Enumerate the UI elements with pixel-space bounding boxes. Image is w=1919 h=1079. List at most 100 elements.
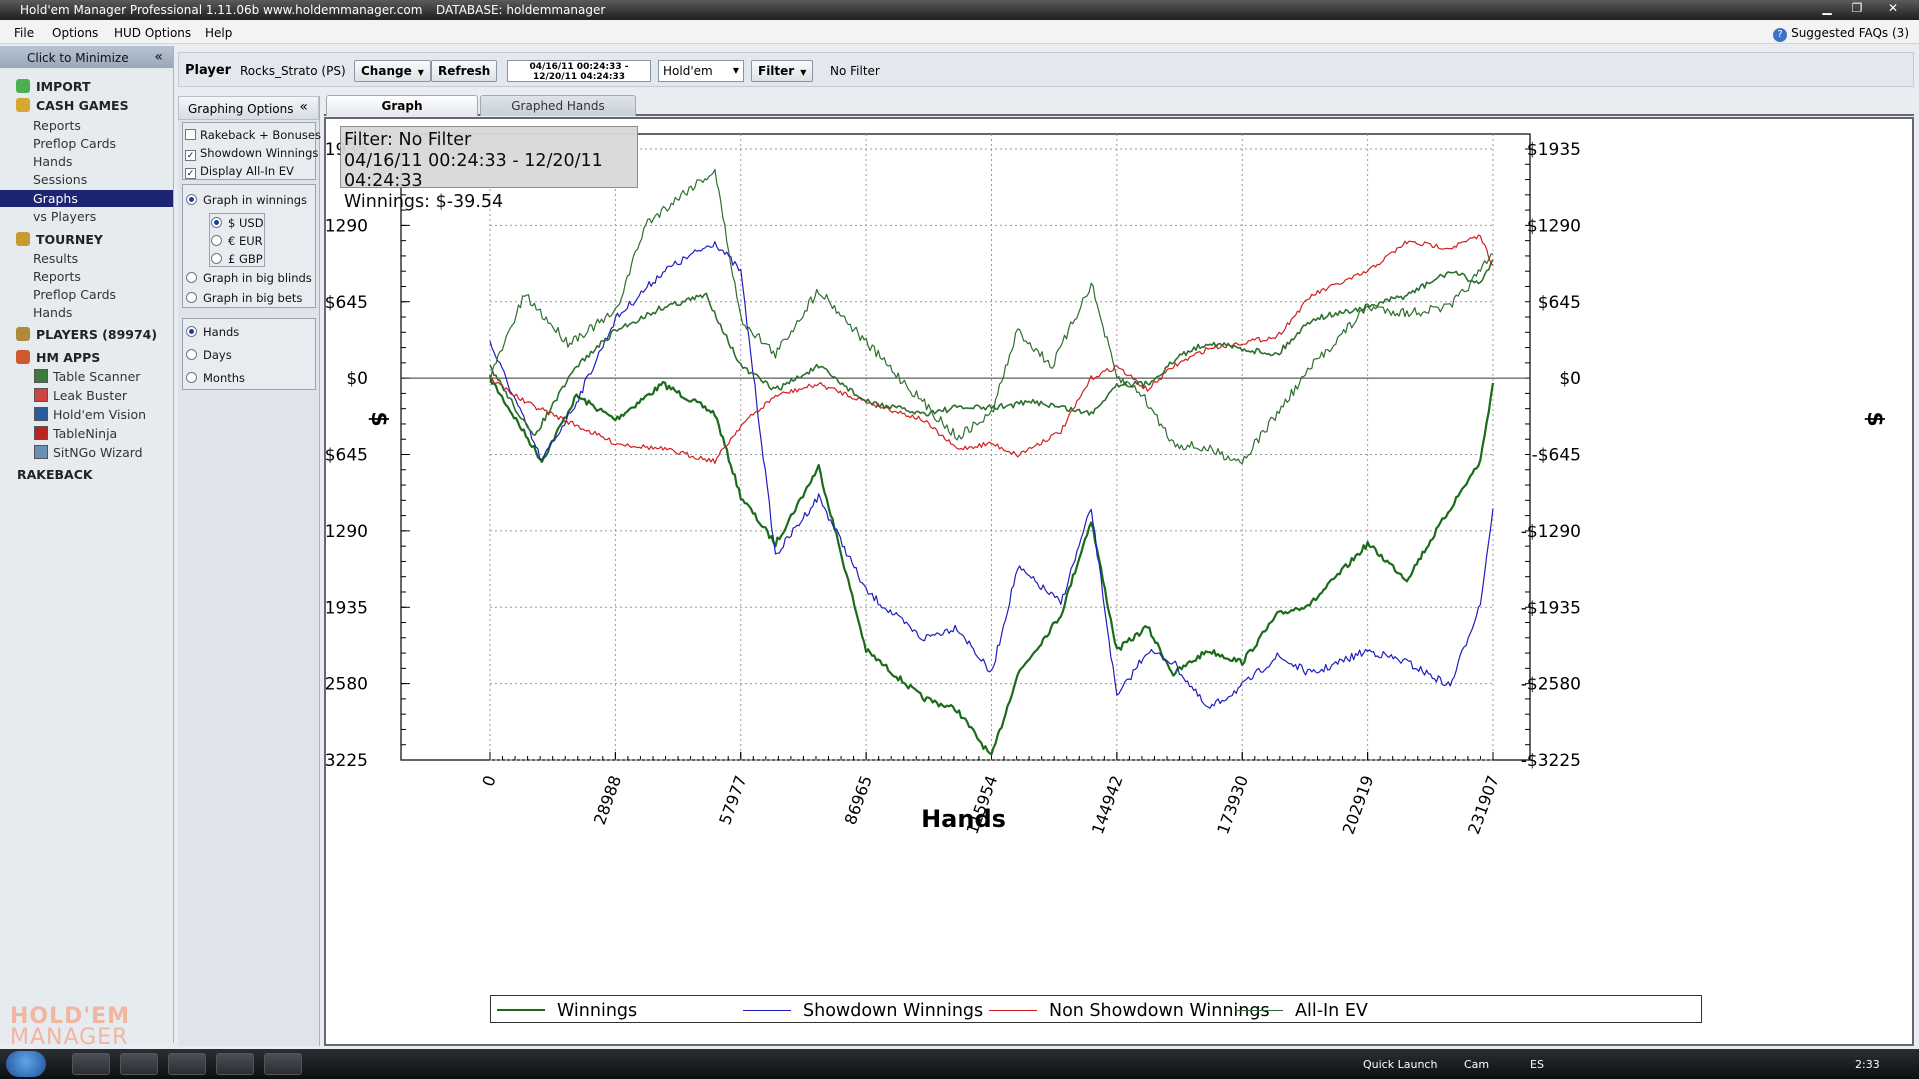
cam-label[interactable]: Cam xyxy=(1464,1058,1490,1071)
legend-allin-ev: All-In EV xyxy=(1235,1001,1368,1021)
y-tick-label-right: -$1290 xyxy=(1521,522,1581,542)
nav-cash-hands[interactable]: Hands xyxy=(33,154,73,169)
y-tick-label-right: $0 xyxy=(1559,369,1581,389)
legend-winnings-label: Winnings xyxy=(557,1001,638,1021)
graph-units-group: Graph in winnings $ USD € EUR £ GBP Grap… xyxy=(182,184,316,308)
nav-app-table-scanner[interactable]: Table Scanner xyxy=(53,369,141,384)
close-window-button[interactable]: ✕ xyxy=(1887,1,1899,15)
y-tick-label-right: -$2580 xyxy=(1521,675,1581,695)
currency-usd-radio[interactable]: $ USD xyxy=(211,216,264,230)
rakeback-bonuses-label: Rakeback + Bonuses xyxy=(200,128,321,142)
refresh-button[interactable]: Refresh xyxy=(431,60,498,82)
menu-file[interactable]: File xyxy=(14,26,35,40)
taskbar-holdem-manager[interactable] xyxy=(168,1053,206,1075)
display-allin-ev-checkbox[interactable]: ✓ Display All-In EV xyxy=(185,164,294,179)
display-allin-ev-label: Display All-In EV xyxy=(200,164,294,178)
nav-rakeback[interactable]: RAKEBACK xyxy=(17,467,93,482)
nav-tourney-reports[interactable]: Reports xyxy=(33,269,81,284)
system-clock[interactable]: 2:33 xyxy=(1855,1058,1880,1071)
nav-cash-reports[interactable]: Reports xyxy=(33,118,81,133)
nav-cash-preflop-cards[interactable]: Preflop Cards xyxy=(33,136,117,151)
x-axis-label: Hands xyxy=(921,805,1006,833)
nav-tourney[interactable]: TOURNEY xyxy=(36,232,103,247)
series-line-2 xyxy=(489,234,1494,464)
taskbar-firefox[interactable] xyxy=(120,1053,158,1075)
nav-hm-apps[interactable]: HM APPS xyxy=(36,350,101,365)
nav-cash-sessions[interactable]: Sessions xyxy=(33,172,88,187)
graph-in-big-blinds-radio[interactable]: Graph in big blinds xyxy=(186,271,312,285)
checkmark-icon: ✓ xyxy=(185,150,196,161)
tab-graph[interactable]: Graph xyxy=(326,95,478,116)
quick-launch-label[interactable]: Quick Launch xyxy=(1363,1058,1438,1071)
nav-app-leak-buster[interactable]: Leak Buster xyxy=(53,388,128,403)
filter-info-dates: 04/16/11 00:24:33 - 12/20/11 04:24:33 xyxy=(344,150,603,192)
showdown-winnings-checkbox[interactable]: ✓ Showdown Winnings xyxy=(185,146,318,161)
checkbox-empty-icon xyxy=(185,129,196,140)
change-player-button[interactable]: Change ▼ xyxy=(354,60,431,82)
nav-app-holdem-vision[interactable]: Hold'em Vision xyxy=(53,407,147,422)
radio-empty-icon xyxy=(211,253,222,264)
menu-help[interactable]: Help xyxy=(205,26,233,40)
restore-window-button[interactable]: ❐ xyxy=(1851,1,1863,15)
nav-tourney-results[interactable]: Results xyxy=(33,251,79,266)
taskbar-app-1[interactable] xyxy=(72,1053,110,1075)
legend-winnings: Winnings xyxy=(497,1001,637,1021)
player-label: Player xyxy=(185,63,232,78)
graph-in-winnings-radio[interactable]: Graph in winnings xyxy=(186,193,307,207)
nav-tourney-hands[interactable]: Hands xyxy=(33,305,73,320)
nav-app-tableninja[interactable]: TableNinja xyxy=(53,426,118,441)
currency-gbp-label: £ GBP xyxy=(228,252,263,266)
radio-selected-icon xyxy=(186,326,197,337)
legend-showdown-label: Showdown Winnings xyxy=(803,1001,984,1021)
filter-label: Filter xyxy=(758,64,795,78)
help-icon: ? xyxy=(1773,28,1788,42)
legend-showdown: Showdown Winnings xyxy=(743,1001,983,1021)
x-axis-hands-label: Hands xyxy=(203,325,240,339)
faq-label: Suggested FAQs (3) xyxy=(1791,26,1909,40)
suggested-faqs-link[interactable]: ? Suggested FAQs (3) xyxy=(1773,26,1909,42)
date-range-picker[interactable]: 04/16/11 00:24:33 - 12/20/11 04:24:33 xyxy=(507,60,651,82)
game-type-select[interactable]: Hold'em ▼ xyxy=(658,60,744,82)
graph-in-big-bets-radio[interactable]: Graph in big bets xyxy=(186,291,302,305)
language-indicator[interactable]: ES xyxy=(1530,1058,1544,1071)
minimize-nav-button[interactable]: Click to Minimize « xyxy=(0,46,173,68)
series-line-1 xyxy=(489,241,1494,709)
rakeback-bonuses-checkbox[interactable]: Rakeback + Bonuses xyxy=(185,128,321,142)
y-tick-label-right: -$3225 xyxy=(1521,751,1581,771)
x-tick-label: 144942 xyxy=(1088,773,1127,837)
taskbar-app-4[interactable] xyxy=(216,1053,254,1075)
nav-app-sitngo-wizard[interactable]: SitNGo Wizard xyxy=(53,445,143,460)
filter-info-winnings: Winnings: $-39.54 xyxy=(344,191,504,212)
graphing-options-header[interactable]: Graphing Options « xyxy=(178,96,319,120)
menu-hud-options[interactable]: HUD Options xyxy=(114,26,192,40)
x-axis-days-radio[interactable]: Days xyxy=(186,348,232,362)
filter-status: No Filter xyxy=(830,64,880,78)
start-button[interactable] xyxy=(6,1051,46,1077)
minimize-window-button[interactable]: ▁ xyxy=(1822,1,1832,15)
nav-cash-vs-players[interactable]: vs Players xyxy=(33,209,97,224)
series-line-0 xyxy=(488,374,1495,756)
nav-cash-graphs[interactable]: Graphs xyxy=(0,190,173,207)
table-scanner-icon xyxy=(34,369,48,383)
nav-import[interactable]: IMPORT xyxy=(36,79,91,94)
y-tick-label-left: -$1935 xyxy=(326,598,368,618)
import-icon xyxy=(16,79,30,93)
nav-players[interactable]: PLAYERS (89974) xyxy=(36,327,158,342)
legend-winnings-swatch xyxy=(497,1009,545,1011)
winnings-chart: 0 28988 57977 86965 115954 144942 173930 202919… xyxy=(326,133,1887,837)
radio-empty-icon xyxy=(211,235,222,246)
x-axis-months-radio[interactable]: Months xyxy=(186,371,245,385)
tab-graphed-hands[interactable]: Graphed Hands xyxy=(480,95,636,116)
taskbar-app-5[interactable] xyxy=(264,1053,302,1075)
currency-eur-radio[interactable]: € EUR xyxy=(211,234,263,248)
menu-options[interactable]: Options xyxy=(52,26,99,40)
graph-panel: 0 28988 57977 86965 115954 144942 173930 202919… xyxy=(324,117,1914,1046)
currency-eur-label: € EUR xyxy=(228,234,263,248)
chevron-down-icon: ▼ xyxy=(417,68,424,77)
x-axis-hands-radio[interactable]: Hands xyxy=(186,325,239,339)
player-name: Rocks_Strato (PS) xyxy=(240,64,346,78)
nav-tourney-preflop-cards[interactable]: Preflop Cards xyxy=(33,287,117,302)
filter-button[interactable]: Filter ▼ xyxy=(751,60,814,82)
currency-gbp-radio[interactable]: £ GBP xyxy=(211,252,263,266)
nav-cash-games[interactable]: CASH GAMES xyxy=(36,98,129,113)
